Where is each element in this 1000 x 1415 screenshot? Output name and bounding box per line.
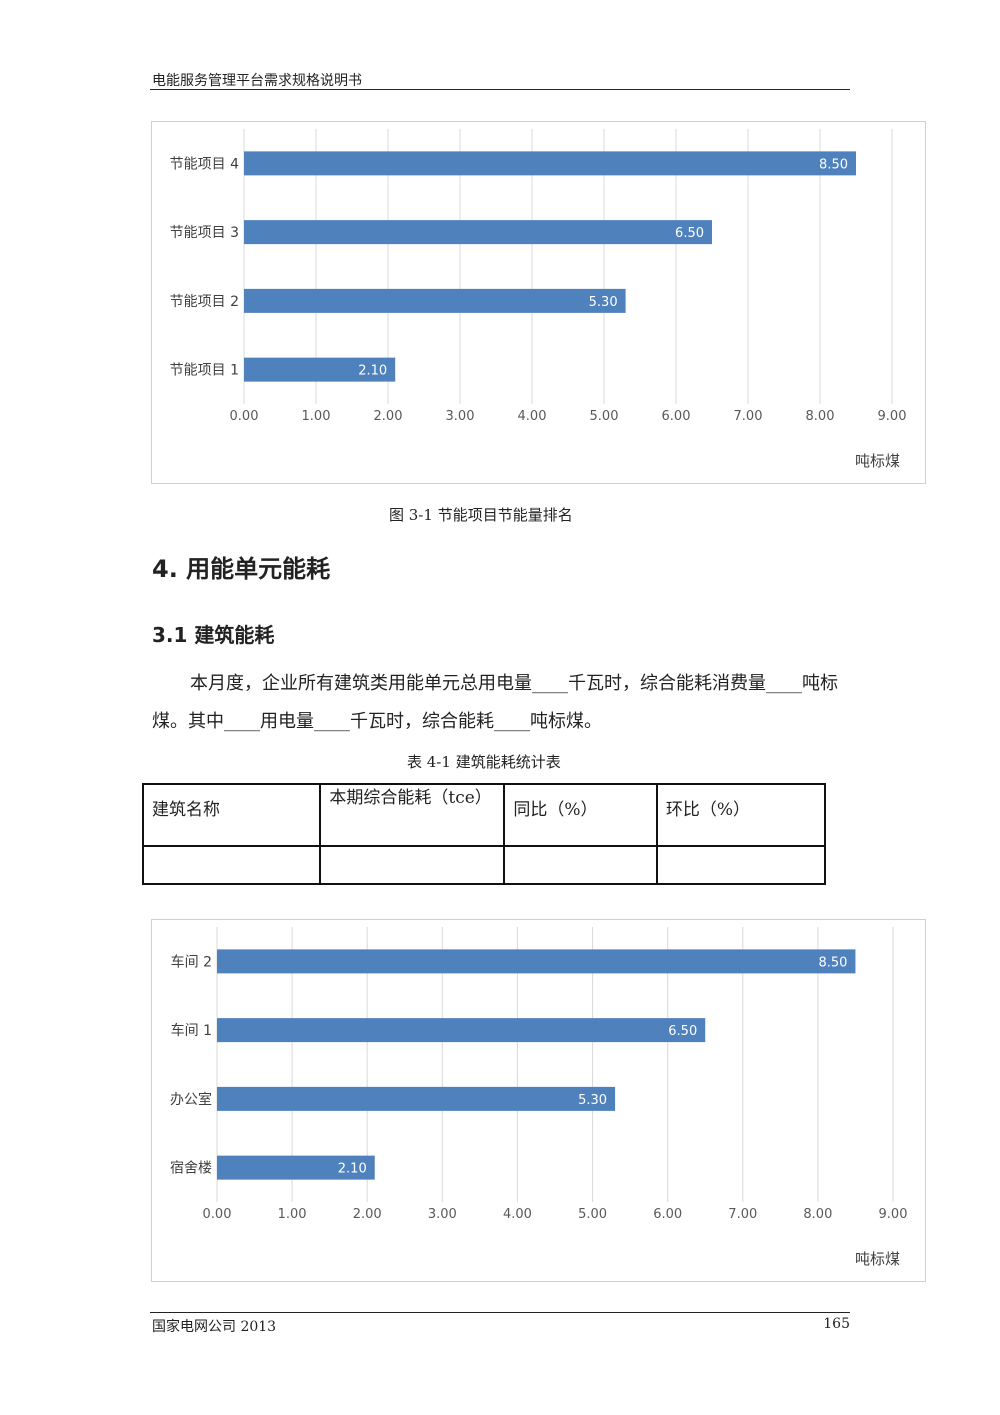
category-label: 节能项目 2 xyxy=(170,294,239,310)
table-cell xyxy=(141,845,322,885)
category-label: 节能项目 1 xyxy=(170,363,239,379)
x-tick-label: 1.00 xyxy=(302,409,331,424)
table-cell xyxy=(655,845,827,885)
page-header-title: 电能服务管理平台需求规格说明书 xyxy=(152,73,362,89)
data-label: 6.50 xyxy=(675,226,704,241)
data-label: 5.30 xyxy=(589,295,618,310)
x-tick-label: 0.00 xyxy=(203,1207,232,1222)
category-label: 节能项目 3 xyxy=(170,225,239,241)
data-label: 6.50 xyxy=(668,1024,697,1039)
x-tick-label: 6.00 xyxy=(653,1207,682,1222)
x-tick-label: 6.00 xyxy=(662,409,691,424)
footer-divider xyxy=(150,1312,850,1313)
table-header-cell: 本期综合能耗（tce） xyxy=(319,783,506,847)
x-tick-label: 8.00 xyxy=(806,409,835,424)
x-tick-label: 3.00 xyxy=(428,1207,457,1222)
x-tick-label: 8.00 xyxy=(803,1207,832,1222)
table-header-cell: 建筑名称 xyxy=(141,783,322,847)
x-tick-label: 2.00 xyxy=(374,409,403,424)
data-label: 8.50 xyxy=(818,955,847,970)
unit-label: 吨标煤 xyxy=(855,1250,900,1268)
bar xyxy=(217,1086,616,1111)
bar xyxy=(217,1018,706,1043)
category-label: 车间 2 xyxy=(171,953,212,970)
x-tick-label: 4.00 xyxy=(503,1207,532,1222)
bar xyxy=(244,220,712,245)
chart-1-svg: 0.00 1.00 2.00 3.00 4.00 5.00 6.00 7.00 8.00 9.00… xyxy=(170,129,907,470)
header-divider xyxy=(150,89,850,90)
building-energy-table: 建筑名称 本期综合能耗（tce） 同比（%） 环比（%） xyxy=(141,783,827,885)
x-tick-label: 2.00 xyxy=(353,1207,382,1222)
x-tick-label: 9.00 xyxy=(878,409,907,424)
x-tick-label: 5.00 xyxy=(590,409,619,424)
chart-1-caption: 图 3-1 节能项目节能量排名 xyxy=(389,506,573,524)
page-number: 165 xyxy=(823,1316,850,1332)
x-tick-label: 3.00 xyxy=(446,409,475,424)
unit-label: 吨标煤 xyxy=(855,452,900,470)
bar xyxy=(244,357,396,382)
x-tick-label: 1.00 xyxy=(278,1207,307,1222)
x-tick-label: 4.00 xyxy=(518,409,547,424)
energy-saving-projects-chart: 0.00 1.00 2.00 3.00 4.00 5.00 6.00 7.00 8.00 9.00… xyxy=(151,121,926,484)
subsection-heading: 3.1 建筑能耗 xyxy=(152,623,275,647)
table-caption: 表 4-1 建筑能耗统计表 xyxy=(407,753,561,771)
summary-paragraph: 本月度，企业所有建筑类用能单元总用电量____千瓦时，综合能耗消费量____吨标… xyxy=(152,673,838,732)
data-label: 5.30 xyxy=(578,1093,607,1108)
table-header-row: 建筑名称 本期综合能耗（tce） 同比（%） 环比（%） xyxy=(141,783,827,847)
category-label: 办公室 xyxy=(170,1091,212,1108)
x-tick-label: 0.00 xyxy=(230,409,259,424)
section-heading: 4. 用能单元能耗 xyxy=(152,555,331,583)
bar xyxy=(244,151,856,176)
chart-2-svg: 0.00 1.00 2.00 3.00 4.00 5.00 6.00 7.00 8.00 9.00… xyxy=(170,927,908,1268)
building-energy-chart: 0.00 1.00 2.00 3.00 4.00 5.00 6.00 7.00 8.00 9.00… xyxy=(151,919,926,1282)
footer-company: 国家电网公司 2013 xyxy=(152,1319,277,1335)
bar xyxy=(217,1155,375,1180)
bar xyxy=(217,949,856,974)
x-tick-label: 7.00 xyxy=(734,409,763,424)
table-row xyxy=(141,845,827,885)
table-header-cell: 同比（%） xyxy=(503,783,658,847)
x-tick-label: 5.00 xyxy=(578,1207,607,1222)
x-tick-label: 9.00 xyxy=(879,1207,908,1222)
data-label: 2.10 xyxy=(338,1162,367,1177)
category-label: 宿舍楼 xyxy=(170,1160,212,1177)
category-label: 车间 1 xyxy=(171,1022,212,1039)
table-cell xyxy=(503,845,658,885)
table-cell xyxy=(319,845,506,885)
data-label: 8.50 xyxy=(819,157,848,172)
table-header-cell: 环比（%） xyxy=(655,783,827,847)
data-label: 2.10 xyxy=(358,364,387,379)
bar xyxy=(244,288,626,313)
category-label: 节能项目 4 xyxy=(170,156,239,172)
x-tick-label: 7.00 xyxy=(728,1207,757,1222)
